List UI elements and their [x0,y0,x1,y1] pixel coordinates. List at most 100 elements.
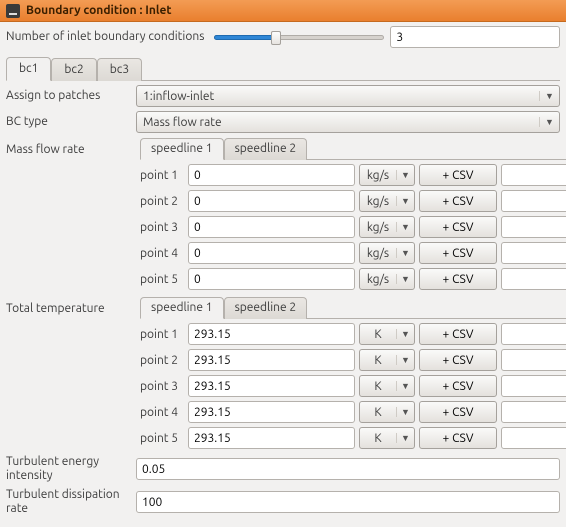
ttemp-csv-path-input[interactable] [501,375,566,397]
ttemp-label: Total temperature [6,296,136,453]
tei-input[interactable] [136,458,560,480]
ttemp-csv-path-input[interactable] [501,401,566,423]
panel-body: Number of inlet boundary conditions bc1 … [0,22,566,527]
mfr-point-value-input[interactable] [188,268,355,290]
chevron-down-icon: ▼ [396,274,414,284]
ttemp-tab-sl2[interactable]: speedline 2 [224,297,308,319]
tei-label: Turbulent energy intensity [6,455,136,484]
chevron-down-icon: ▼ [539,117,559,127]
ttemp-unit-select[interactable]: K▼ [359,375,415,397]
mfr-csv-button[interactable]: + CSV [419,190,497,212]
mfr-csv-button[interactable]: + CSV [419,242,497,264]
chevron-down-icon: ▼ [396,196,414,206]
ttemp-section: Total temperature speedline 1 speedline … [6,296,560,453]
assign-dropdown[interactable]: 1:inflow-inlet ▼ [136,85,560,107]
tab-bc2[interactable]: bc2 [51,58,96,81]
ttemp-point-value-input[interactable] [188,427,355,449]
ttemp-csv-button[interactable]: + CSV [419,427,497,449]
mfr-unit-select[interactable]: kg/s▼ [359,242,415,264]
ttemp-point-value-input[interactable] [188,401,355,423]
ttemp-csv-button[interactable]: + CSV [419,375,497,397]
unit-text: K [360,354,396,367]
ttemp-unit-select[interactable]: K▼ [359,427,415,449]
minimize-icon[interactable] [6,4,20,18]
tab-bc1[interactable]: bc1 [6,57,51,81]
assign-label: Assign to patches [6,89,136,103]
titlebar: Boundary condition : Inlet [0,0,566,22]
mfr-tab-sl2[interactable]: speedline 2 [224,138,308,160]
mfr-csv-path-input[interactable] [501,164,566,186]
mfr-csv-path-input[interactable] [501,268,566,290]
unit-text: kg/s [360,169,396,182]
ttemp-csv-button[interactable]: + CSV [419,349,497,371]
mfr-csv-path-input[interactable] [501,216,566,238]
ttemp-csv-button[interactable]: + CSV [419,401,497,423]
bctype-label: BC type [6,115,136,129]
inlet-count-row: Number of inlet boundary conditions [6,26,560,48]
ttemp-content: speedline 1 speedline 2 point 1K▼+ CSVpo… [140,296,566,453]
ttemp-point-row: point 4K▼+ CSV [140,401,566,423]
bc-tabbar: bc1 bc2 bc3 [6,56,560,81]
ttemp-csv-path-input[interactable] [501,349,566,371]
mfr-point-row: point 2kg/s▼+ CSV [140,190,566,212]
mfr-point-value-input[interactable] [188,216,355,238]
chevron-down-icon: ▼ [396,355,414,365]
ttemp-point-row: point 1K▼+ CSV [140,323,566,345]
ttemp-unit-select[interactable]: K▼ [359,323,415,345]
mfr-unit-select[interactable]: kg/s▼ [359,190,415,212]
ttemp-csv-path-input[interactable] [501,323,566,345]
mfr-unit-select[interactable]: kg/s▼ [359,268,415,290]
mfr-unit-select[interactable]: kg/s▼ [359,164,415,186]
mfr-point-row: point 1kg/s▼+ CSV [140,164,566,186]
tdr-input[interactable] [136,491,560,513]
ttemp-point-value-input[interactable] [188,349,355,371]
mfr-csv-button[interactable]: + CSV [419,268,497,290]
chevron-down-icon: ▼ [396,433,414,443]
chevron-down-icon: ▼ [396,381,414,391]
mfr-point-label: point 1 [140,169,184,182]
ttemp-tab-sl1[interactable]: speedline 1 [140,297,224,319]
chevron-down-icon: ▼ [539,91,559,101]
slider-thumb[interactable] [271,31,281,45]
mfr-csv-path-input[interactable] [501,242,566,264]
ttemp-csv-button[interactable]: + CSV [419,323,497,345]
mfr-point-label: point 2 [140,195,184,208]
bctype-dropdown[interactable]: Mass flow rate ▼ [136,111,560,133]
ttemp-point-value-input[interactable] [188,375,355,397]
mfr-csv-path-input[interactable] [501,190,566,212]
mfr-csv-button[interactable]: + CSV [419,164,497,186]
tdr-row: Turbulent dissipation rate [6,488,560,517]
ttemp-point-label: point 2 [140,354,184,367]
mfr-point-row: point 3 kg/s▼+ CSV [140,216,566,238]
mfr-point-value-input[interactable] [188,164,355,186]
mfr-tab-sl1[interactable]: speedline 1 [140,138,224,160]
ttemp-point-value-input[interactable] [188,323,355,345]
mfr-point-value-input[interactable] [188,190,355,212]
tab-bc3[interactable]: bc3 [97,58,142,81]
chevron-down-icon: ▼ [396,329,414,339]
mfr-csv-button[interactable]: + CSV [419,216,497,238]
slider-fill [214,35,279,40]
mfr-content: speedline 1 speedline 2 point 1kg/s▼+ CS… [140,137,566,294]
ttemp-unit-select[interactable]: K▼ [359,401,415,423]
mfr-unit-select[interactable]: kg/s▼ [359,216,415,238]
mfr-point-row: point 5kg/s▼+ CSV [140,268,566,290]
ttemp-csv-path-input[interactable] [501,427,566,449]
ttemp-unit-select[interactable]: K▼ [359,349,415,371]
ttemp-point-row: point 2K▼+ CSV [140,349,566,371]
unit-text: kg/s [360,195,396,208]
ttemp-point-row: point 5K▼+ CSV [140,427,566,449]
mfr-point-label: point 3 [140,221,184,234]
unit-text: K [360,328,396,341]
assign-value: 1:inflow-inlet [137,90,539,103]
unit-text: kg/s [360,273,396,286]
mfr-label: Mass flow rate [6,137,136,294]
mfr-point-row: point 4 kg/s▼+ CSV [140,242,566,264]
chevron-down-icon: ▼ [396,170,414,180]
inlet-count-label: Number of inlet boundary conditions [6,30,208,44]
inlet-count-input[interactable] [390,26,560,48]
mfr-point-value-input[interactable] [188,242,355,264]
mfr-point-label: point 4 [140,247,184,260]
chevron-down-icon: ▼ [396,248,414,258]
inlet-count-slider[interactable] [214,29,384,45]
